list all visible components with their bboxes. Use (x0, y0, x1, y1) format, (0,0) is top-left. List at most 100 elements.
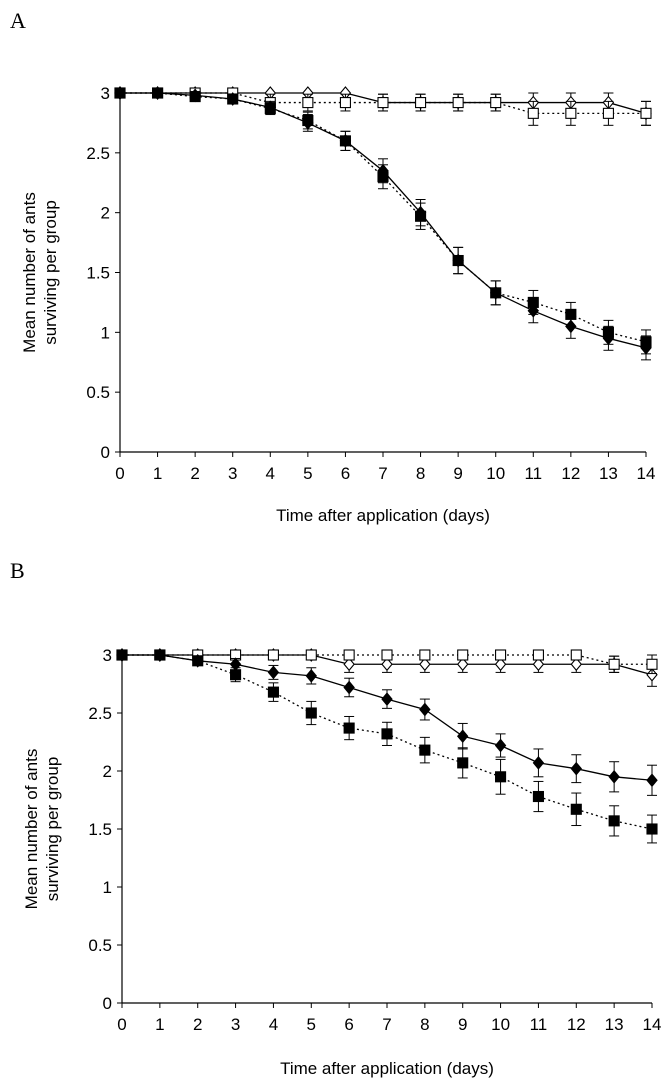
data-point (339, 97, 351, 109)
x-tick-label: 9 (458, 1015, 467, 1034)
y-tick-label: 0.5 (86, 383, 110, 402)
data-point (565, 308, 577, 320)
y-axis-title-line: Mean number of ants (20, 192, 39, 353)
data-point (457, 757, 469, 769)
x-tick-label: 9 (453, 464, 462, 483)
x-tick-label: 10 (486, 464, 505, 483)
data-point (602, 326, 614, 338)
data-point (495, 771, 507, 783)
data-point (457, 649, 469, 661)
data-point (532, 790, 544, 803)
data-point (565, 107, 577, 119)
x-tick-label: 3 (231, 1015, 240, 1034)
data-point (456, 657, 469, 672)
x-tick-label: 1 (153, 464, 162, 483)
data-point (343, 722, 355, 734)
y-axis-title-line: surviving per group (43, 757, 62, 902)
data-point (608, 769, 620, 784)
x-tick-label: 4 (266, 464, 275, 483)
x-tick-label: 5 (303, 464, 312, 483)
x-tick-label: 7 (382, 1015, 391, 1034)
data-point (381, 649, 393, 661)
series-line (122, 654, 653, 781)
data-point (452, 97, 464, 109)
y-tick-label: 0 (101, 443, 110, 462)
x-tick-label: 2 (190, 464, 199, 483)
x-tick-label: 13 (605, 1015, 624, 1034)
data-point (377, 97, 389, 109)
x-tick-label: 14 (643, 1015, 662, 1034)
y-tick-label: 0 (103, 994, 112, 1013)
data-point (343, 657, 355, 672)
y-tick-label: 1.5 (86, 264, 110, 283)
data-point (570, 761, 583, 776)
data-point (339, 135, 351, 147)
data-point (305, 649, 317, 661)
x-tick-label: 3 (228, 464, 237, 483)
x-tick-label: 11 (524, 464, 542, 483)
data-point (152, 87, 164, 99)
x-tick-label: 13 (599, 464, 618, 483)
y-tick-label: 2.5 (88, 704, 112, 723)
data-point (490, 287, 502, 299)
x-tick-label: 4 (269, 1015, 278, 1034)
data-point (646, 658, 658, 670)
x-tick-label: 5 (307, 1015, 316, 1034)
data-point (192, 655, 204, 667)
series-square-filled (114, 87, 652, 355)
y-tick-label: 1 (103, 878, 112, 897)
data-point (494, 657, 507, 672)
data-point (343, 680, 355, 695)
x-tick-label: 11 (530, 1015, 548, 1034)
data-point (189, 91, 201, 103)
x-tick-label: 10 (491, 1015, 510, 1034)
y-axis-title-line: Mean number of ants (22, 749, 41, 910)
y-axis-title-line: surviving per group (41, 200, 60, 345)
series-square-open (114, 87, 652, 126)
x-axis-title: Time after application (days) (276, 506, 490, 525)
data-point (640, 336, 652, 348)
series-square-filled (116, 649, 658, 844)
x-tick-label: 8 (416, 464, 425, 483)
data-point (570, 803, 582, 815)
data-point (570, 649, 582, 661)
x-tick-label: 14 (637, 464, 656, 483)
data-point (490, 97, 502, 109)
data-point (646, 773, 658, 788)
data-point (415, 97, 427, 109)
data-point (343, 649, 355, 661)
data-point (608, 815, 620, 827)
y-tick-label: 1.5 (88, 820, 112, 839)
x-tick-label: 8 (420, 1015, 429, 1034)
panel-label-b: B (10, 558, 25, 583)
y-tick-label: 1 (101, 323, 110, 342)
x-tick-label: 12 (567, 1015, 586, 1034)
data-point (532, 657, 545, 672)
data-point (495, 649, 507, 661)
x-tick-label: 6 (341, 464, 350, 483)
data-point (602, 107, 614, 119)
series-line (120, 92, 646, 114)
x-tick-label: 1 (155, 1015, 164, 1034)
y-tick-label: 2 (103, 762, 112, 781)
data-point (494, 738, 507, 753)
data-point (570, 657, 583, 672)
data-point (305, 707, 317, 719)
data-point (608, 658, 620, 670)
data-point (419, 744, 431, 756)
y-axis-title: Mean number of ants surviving per group (22, 749, 62, 910)
data-point (154, 649, 166, 661)
y-tick-label: 2.5 (86, 144, 110, 163)
x-tick-label: 12 (561, 464, 580, 483)
y-tick-label: 3 (101, 84, 110, 103)
data-point (302, 114, 314, 127)
x-tick-label: 0 (117, 1015, 126, 1034)
x-tick-label: 0 (115, 464, 124, 483)
data-point (419, 657, 431, 672)
data-point (646, 823, 658, 835)
data-point (640, 107, 652, 119)
data-point (230, 669, 242, 681)
data-point (532, 756, 545, 770)
y-tick-label: 2 (101, 204, 110, 223)
